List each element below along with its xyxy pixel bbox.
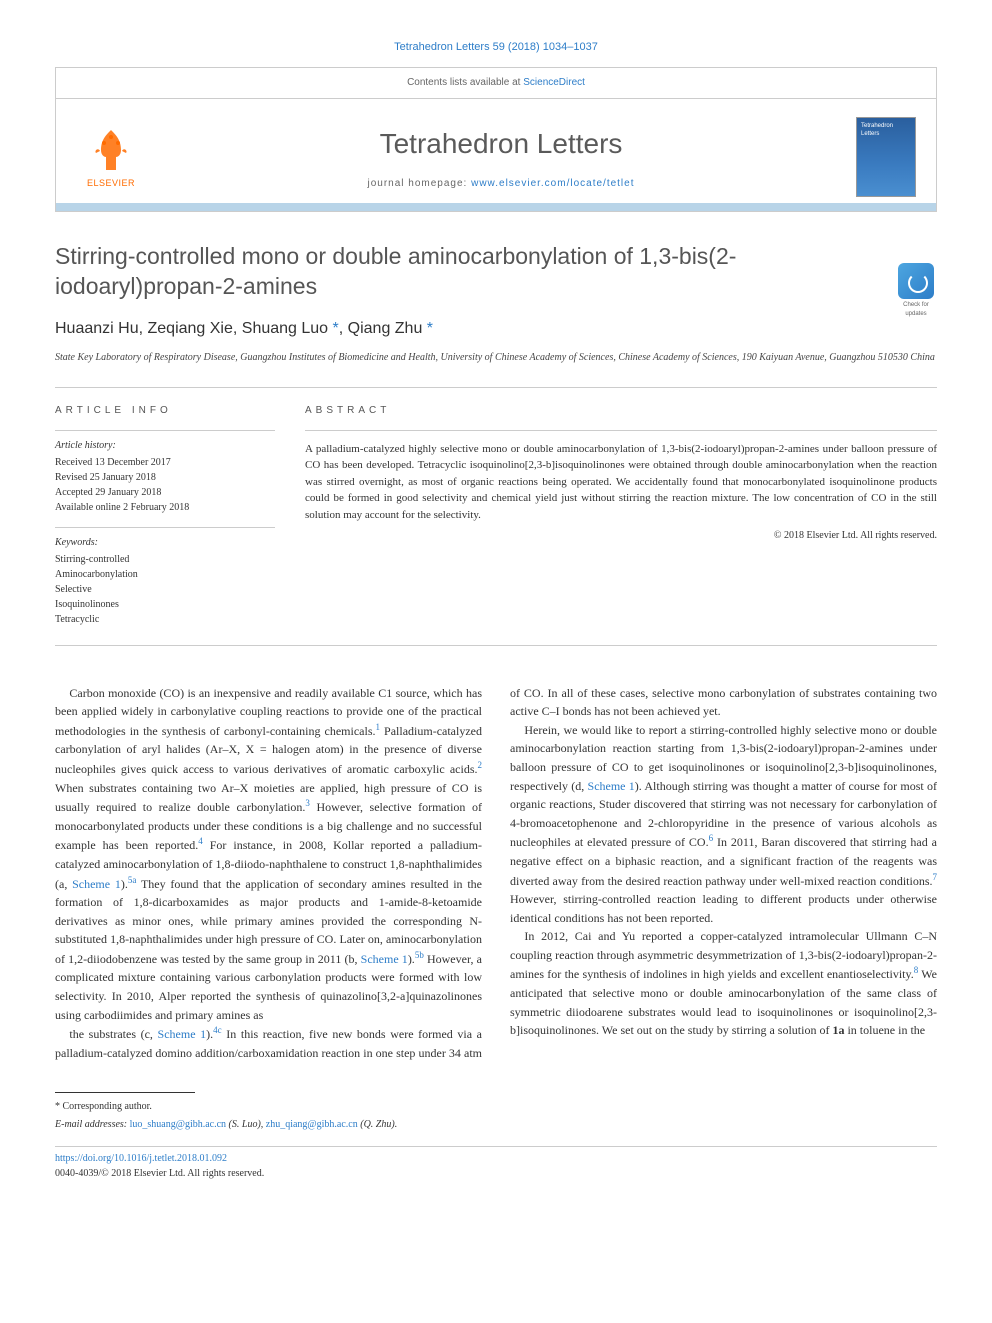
history-label: Article history: bbox=[55, 439, 275, 453]
keywords-list: Stirring-controlledAminocarbonylationSel… bbox=[55, 552, 275, 627]
keywords-label: Keywords: bbox=[55, 536, 275, 550]
divider bbox=[55, 645, 937, 646]
history-list: Received 13 December 2017Revised 25 Janu… bbox=[55, 455, 275, 515]
citation: Tetrahedron Letters 59 (2018) 1034–1037 bbox=[55, 40, 937, 55]
elsevier-tree-icon bbox=[86, 125, 136, 175]
corresponding-author-label: * Corresponding author. bbox=[55, 1099, 937, 1114]
email-link[interactable]: zhu_qiang@gibh.ac.cn bbox=[266, 1119, 358, 1130]
abstract-block: ABSTRACT A palladium-catalyzed highly se… bbox=[305, 404, 937, 639]
contents-prefix: Contents lists available at bbox=[407, 77, 523, 88]
journal-title: Tetrahedron Letters bbox=[146, 124, 856, 163]
sciencedirect-link[interactable]: ScienceDirect bbox=[523, 77, 585, 88]
journal-cover-thumb bbox=[856, 117, 916, 197]
check-updates-label: Check for updates bbox=[895, 301, 937, 318]
check-updates-badge[interactable]: Check for updates bbox=[895, 263, 937, 311]
article-title: Stirring-controlled mono or double amino… bbox=[55, 242, 937, 302]
journal-homepage: journal homepage: www.elsevier.com/locat… bbox=[146, 177, 856, 191]
article-info-block: ARTICLE INFO Article history: Received 1… bbox=[55, 404, 275, 639]
journal-header: Contents lists available at ScienceDirec… bbox=[55, 67, 937, 212]
body-text: Carbon monoxide (CO) is an inexpensive a… bbox=[55, 684, 937, 1063]
affiliation: State Key Laboratory of Respiratory Dise… bbox=[55, 351, 937, 365]
authors-line: Huaanzi Hu, Zeqiang Xie, Shuang Luo *, Q… bbox=[55, 318, 937, 340]
header-accent-bar bbox=[56, 203, 936, 211]
email-link[interactable]: luo_shuang@gibh.ac.cn bbox=[130, 1119, 226, 1130]
article-info-heading: ARTICLE INFO bbox=[55, 404, 275, 418]
abstract-heading: ABSTRACT bbox=[305, 404, 937, 418]
issn-copyright: 0040-4039/© 2018 Elsevier Ltd. All right… bbox=[55, 1166, 264, 1181]
abstract-text: A palladium-catalyzed highly selective m… bbox=[305, 441, 937, 524]
elsevier-logo: ELSEVIER bbox=[76, 117, 146, 197]
contents-available-line: Contents lists available at ScienceDirec… bbox=[56, 68, 936, 99]
email-line: E-mail addresses: luo_shuang@gibh.ac.cn … bbox=[55, 1117, 937, 1132]
homepage-link[interactable]: www.elsevier.com/locate/tetlet bbox=[471, 178, 634, 189]
homepage-prefix: journal homepage: bbox=[367, 178, 471, 189]
doi-link[interactable]: https://doi.org/10.1016/j.tetlet.2018.01… bbox=[55, 1153, 227, 1164]
abstract-copyright: © 2018 Elsevier Ltd. All rights reserved… bbox=[305, 529, 937, 543]
footer-block: * Corresponding author. E-mail addresses… bbox=[55, 1092, 937, 1181]
check-updates-icon bbox=[898, 263, 934, 299]
elsevier-label: ELSEVIER bbox=[87, 177, 135, 190]
footnote-rule bbox=[55, 1092, 195, 1093]
